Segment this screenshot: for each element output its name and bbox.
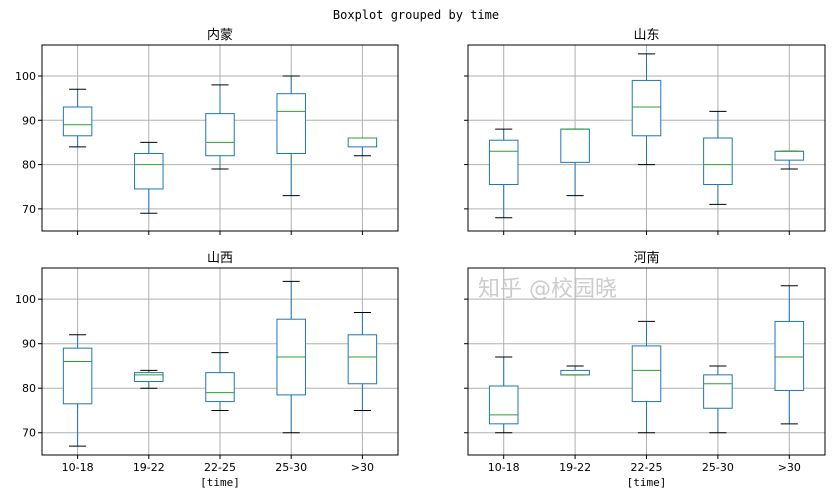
box: [62, 106, 93, 137]
box: [205, 372, 235, 403]
x-tick-label: >30: [351, 461, 374, 474]
x-tick-label: 22-25: [204, 461, 236, 474]
x-tick-label: 19-22: [133, 461, 165, 474]
x-tick-label: 10-18: [488, 461, 520, 474]
y-tick-label: 70: [22, 203, 36, 216]
y-tick-label: 90: [22, 114, 36, 127]
subplot-2: 70 80 90 100 10-18 19-22 22-25 25-30 >30 山西 [time]: [15, 251, 399, 489]
subplot-title: 山西: [207, 251, 233, 266]
y-tick-label: 100: [15, 70, 36, 83]
axes-frame: [467, 44, 826, 232]
y-tick-label: 80: [22, 159, 36, 172]
box: [774, 150, 805, 161]
x-tick-label: 25-30: [275, 461, 307, 474]
x-axis-label: [time]: [627, 476, 667, 489]
axes-frame: [41, 44, 399, 232]
subplot-title: 河南: [633, 250, 659, 266]
box: [347, 137, 378, 148]
box: [488, 139, 519, 185]
box: [347, 334, 378, 385]
x-tick-label: 19-22: [559, 461, 591, 474]
subplot-1: 山东: [464, 28, 826, 235]
box: [560, 128, 590, 163]
y-tick-label: 100: [15, 293, 36, 306]
figure-title: Boxplot grouped by time: [333, 8, 499, 22]
x-tick-label: 25-30: [702, 461, 734, 474]
box: [134, 153, 164, 190]
x-tick-label: 22-25: [631, 461, 663, 474]
axes-frame: [467, 267, 826, 456]
box: [703, 137, 733, 185]
subplot-title: 山东: [633, 28, 659, 43]
box: [488, 385, 519, 425]
x-tick-label: 10-18: [62, 461, 94, 474]
y-tick-label: 80: [22, 382, 36, 395]
box: [631, 345, 662, 403]
box: [205, 113, 235, 157]
y-tick-label: 70: [22, 427, 36, 440]
watermark: 知乎 @校园晓: [478, 277, 617, 302]
subplot-0: 70 80 90 100 内蒙: [15, 27, 399, 235]
axes-frame: [41, 267, 399, 456]
subplot-3: 10-18 19-22 22-25 25-30 >30 河南 [time]: [464, 250, 826, 489]
box: [703, 374, 733, 409]
box: [774, 320, 805, 391]
box: [62, 347, 93, 405]
x-axis-label: [time]: [200, 476, 240, 489]
subplot-title: 内蒙: [207, 27, 233, 43]
box: [560, 369, 590, 376]
x-tick-label: >30: [778, 461, 801, 474]
y-tick-label: 90: [22, 338, 36, 351]
box: [631, 79, 662, 137]
box: [276, 93, 306, 154]
box: [134, 372, 164, 383]
